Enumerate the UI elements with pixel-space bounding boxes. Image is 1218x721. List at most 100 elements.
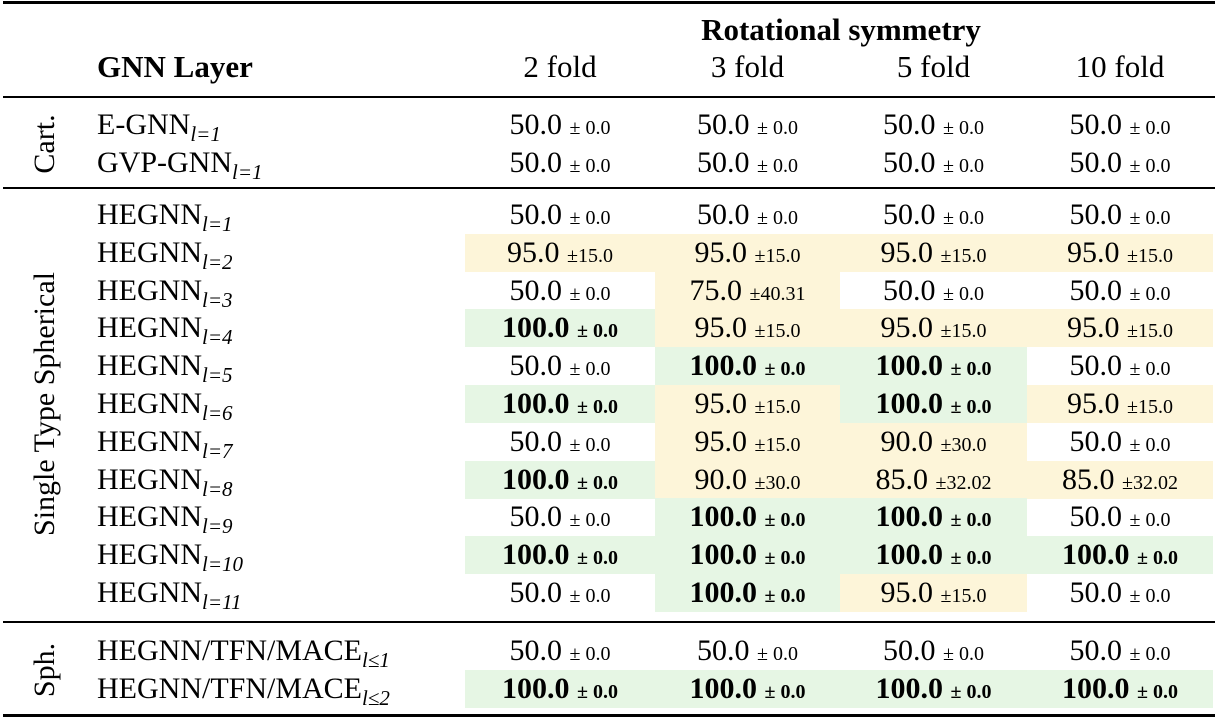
cell: 50.0 ± 0.0 xyxy=(1027,144,1213,182)
cell-value: 50.0 xyxy=(697,108,750,141)
cell-std: ±30.0 xyxy=(754,471,801,494)
cell-std: ± 0.0 xyxy=(569,509,611,532)
cell-std: ± 0.0 xyxy=(577,680,618,703)
cell-value: 50.0 xyxy=(1069,108,1123,141)
cell: 95.0 ±15.0 xyxy=(840,233,1027,272)
cell: 50.0 ± 0.0 xyxy=(840,632,1027,670)
cell-std: ± 0.0 xyxy=(943,207,984,229)
cell-std: ± 0.0 xyxy=(764,509,806,532)
cell-value: 50.0 xyxy=(509,634,563,667)
layer-subscript: l=1 xyxy=(190,122,221,146)
bottom-rule xyxy=(3,714,1215,717)
cell: 50.0 ± 0.0 xyxy=(1027,196,1213,234)
cell-std: ± 0.0 xyxy=(764,547,806,570)
cell-std: ±40.31 xyxy=(749,282,806,305)
cell: 95.0 ±15.0 xyxy=(840,309,1027,348)
cell: 100.0 ± 0.0 xyxy=(465,460,655,499)
cell-std: ± 0.0 xyxy=(569,433,611,456)
layer-base: HEGNN/TFN/MACE xyxy=(97,671,363,705)
column-header: 2 fold xyxy=(523,49,597,84)
cell: 100.0 ± 0.0 xyxy=(655,536,840,575)
layer-subscript: l=7 xyxy=(202,438,233,463)
cell-value: 50.0 xyxy=(509,273,563,307)
cell-value: 100.0 xyxy=(689,500,758,534)
cell-value: 50.0 xyxy=(1069,500,1123,534)
cell-value: 50.0 xyxy=(509,424,563,458)
cell-value: 95.0 xyxy=(694,235,748,269)
header-rule xyxy=(3,96,1215,98)
cell-value: 50.0 xyxy=(1069,145,1123,179)
cell-value: 50.0 xyxy=(883,634,936,667)
layer-subscript: l≤1 xyxy=(362,648,390,672)
layer-subscript: l=9 xyxy=(202,514,233,539)
layer-subscript: l=10 xyxy=(202,552,244,577)
cell-value: 50.0 xyxy=(883,145,936,179)
cell: 50.0 ± 0.0 xyxy=(655,196,840,234)
cell-value: 50.0 xyxy=(509,108,563,141)
layer-name: HEGNNl=2 xyxy=(97,234,233,281)
cell-value: 50.0 xyxy=(509,198,563,231)
cell: 75.0 ±40.31 xyxy=(655,271,840,310)
cell-std: ± 0.0 xyxy=(950,547,992,570)
layer-base: HEGNN xyxy=(97,349,202,383)
group-rule xyxy=(3,187,1215,189)
cell: 50.0 ± 0.0 xyxy=(655,106,840,144)
cell-std: ±32.02 xyxy=(1122,471,1178,494)
cell-std: ± 0.0 xyxy=(1129,433,1171,456)
cell: 100.0 ± 0.0 xyxy=(1027,669,1213,708)
cell: 95.0 ±15.0 xyxy=(1027,385,1213,423)
cell-std: ±15.0 xyxy=(754,433,801,456)
cell-std: ± 0.0 xyxy=(950,509,992,532)
cell-std: ± 0.0 xyxy=(569,643,611,665)
cell-std: ± 0.0 xyxy=(1129,585,1171,607)
cell: 50.0 ± 0.0 xyxy=(655,144,840,182)
cell: 95.0 ±15.0 xyxy=(465,233,655,272)
layer-subscript: l=4 xyxy=(202,325,233,350)
cell-value: 50.0 xyxy=(1069,634,1123,667)
cell-value: 100.0 xyxy=(875,671,944,705)
cell-value: 100.0 xyxy=(502,387,570,420)
layer-base: HEGNN xyxy=(97,235,202,269)
cell: 50.0 ± 0.0 xyxy=(1027,106,1213,144)
cell-value: 85.0 xyxy=(875,462,929,496)
cell-value: 50.0 xyxy=(697,634,750,667)
cell: 95.0 ±15.0 xyxy=(655,233,840,272)
cell: 50.0 ± 0.0 xyxy=(840,196,1027,234)
cell: 100.0 ± 0.0 xyxy=(840,385,1027,423)
cell-std: ± 0.0 xyxy=(569,154,611,177)
cell-value: 95.0 xyxy=(1067,235,1120,269)
cell-value: 100.0 xyxy=(689,349,758,383)
cell-value: 95.0 xyxy=(880,235,934,269)
group-title: Rotational symmetry xyxy=(701,12,981,47)
layer-subscript: l=5 xyxy=(202,363,233,388)
cell-std: ±15.0 xyxy=(1127,244,1173,267)
cell: 100.0 ± 0.0 xyxy=(840,669,1027,708)
column-header: 10 fold xyxy=(1075,49,1165,84)
layer-subscript: l=11 xyxy=(202,590,242,614)
layer-name: HEGNN/TFN/MACEl≤2 xyxy=(97,670,390,717)
layer-name: HEGNNl=3 xyxy=(97,272,233,319)
cell-value: 50.0 xyxy=(697,145,750,179)
column-header: 5 fold xyxy=(896,49,971,84)
cell-value: 100.0 xyxy=(1062,538,1130,572)
cell-value: 50.0 xyxy=(509,500,563,534)
layer-subscript: l=2 xyxy=(202,249,233,274)
cell-std: ± 0.0 xyxy=(577,471,618,494)
cell: 50.0 ± 0.0 xyxy=(1027,498,1213,536)
layer-base: HEGNN xyxy=(97,424,202,458)
cell-value: 85.0 xyxy=(1062,462,1115,496)
cell-std: ± 0.0 xyxy=(950,680,992,703)
cell-value: 75.0 xyxy=(689,273,743,307)
cell: 100.0 ± 0.0 xyxy=(840,347,1027,386)
cell-std: ± 0.0 xyxy=(1137,547,1178,570)
cell-std: ±15.0 xyxy=(940,585,987,607)
cell: 50.0 ± 0.0 xyxy=(465,106,655,144)
cell-value: 100.0 xyxy=(875,349,944,383)
cell: 85.0 ±32.02 xyxy=(1027,460,1213,499)
cell-std: ± 0.0 xyxy=(1129,154,1171,177)
cell-value: 100.0 xyxy=(875,387,944,420)
cell-value: 100.0 xyxy=(502,311,570,345)
cell-std: ± 0.0 xyxy=(764,585,806,607)
cell: 50.0 ± 0.0 xyxy=(1027,272,1213,310)
cell-std: ±30.0 xyxy=(940,433,987,456)
